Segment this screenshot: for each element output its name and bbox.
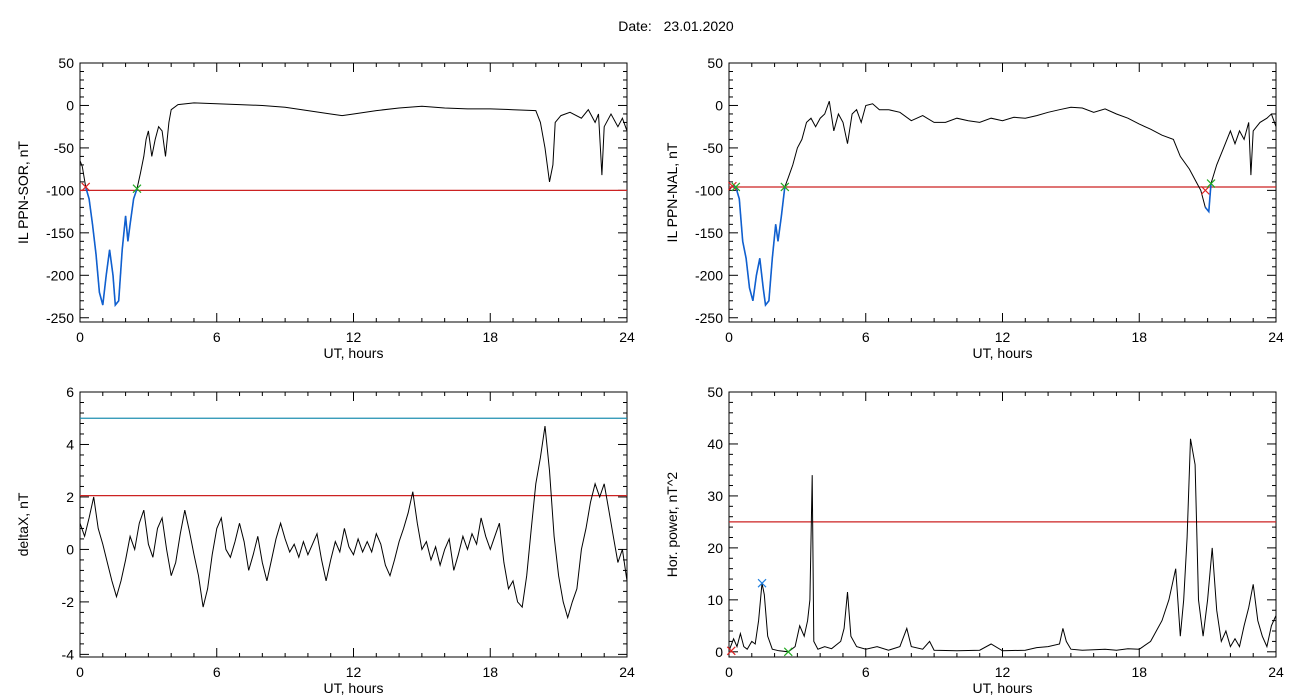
marker-green xyxy=(780,182,790,192)
y-tick-label: -50 xyxy=(54,140,74,156)
y-tick-label: 40 xyxy=(707,436,723,452)
y-tick-label: -200 xyxy=(695,267,723,283)
x-tick-label: 0 xyxy=(76,664,84,680)
page-title: Date: 23.01.2020 xyxy=(0,18,1300,34)
y-axis-label: Hor. power, nT^2 xyxy=(664,472,680,578)
y-tick-label: 0 xyxy=(66,541,74,557)
y-axis-label: deltaX, nT xyxy=(15,492,31,556)
x-axis-label: UT, hours xyxy=(973,680,1033,696)
highlighted-segment xyxy=(84,186,138,308)
date-value: 23.01.2020 xyxy=(663,18,734,34)
marker-blue xyxy=(757,578,767,588)
marker-red xyxy=(81,182,91,192)
marker-red xyxy=(727,181,737,191)
series-line xyxy=(79,102,628,307)
highlighted-segment xyxy=(732,185,786,307)
marker-green xyxy=(783,647,793,657)
x-tick-label: 6 xyxy=(862,664,870,680)
y-tick-label: 4 xyxy=(66,436,74,452)
y-tick-label: -4 xyxy=(62,646,75,662)
x-tick-label: 24 xyxy=(619,664,635,680)
plot-frame xyxy=(79,62,628,323)
x-tick-label: 0 xyxy=(725,664,733,680)
y-tick-label: -250 xyxy=(46,310,74,326)
marker-stroke xyxy=(726,646,736,656)
marker-stroke xyxy=(81,182,91,192)
marker-green xyxy=(731,182,741,192)
chart-hor-power: 0 6 12 18 24 50 40 30 20 10 0 UT, hours Hor. power, … xyxy=(664,384,1284,696)
date-label: Date: xyxy=(618,18,652,34)
marker-stroke xyxy=(1206,179,1216,189)
x-tick-label: 24 xyxy=(619,329,635,345)
y-axis-label: IL PPN-SOR, nT xyxy=(15,141,31,244)
y-tick-label: 2 xyxy=(66,489,74,505)
x-tick-label: 6 xyxy=(862,329,870,345)
y-tick-label: -2 xyxy=(62,594,75,610)
x-tick-label: 6 xyxy=(213,664,221,680)
x-axis-label: UT, hours xyxy=(973,345,1033,361)
x-tick-label: 12 xyxy=(346,664,362,680)
y-tick-label: 50 xyxy=(707,384,723,400)
y-tick-label: 0 xyxy=(715,97,723,113)
highlighted-segment xyxy=(1204,183,1212,214)
y-tick-label: 10 xyxy=(707,592,723,608)
y-axis-label: IL PPN-NAL, nT xyxy=(664,142,680,242)
marker-stroke xyxy=(727,181,737,191)
plot-frame xyxy=(728,62,1277,323)
marker-stroke xyxy=(757,578,767,588)
plot-frame xyxy=(79,391,628,658)
x-tick-label: 18 xyxy=(482,329,498,345)
y-tick-label: -150 xyxy=(695,225,723,241)
series-line xyxy=(728,101,1277,307)
marker-green xyxy=(132,184,142,194)
chart-ppn-sor: 0 6 12 18 24 50 0 -50 -100 -150 -200 -250 UT, hours I… xyxy=(15,55,635,361)
x-tick-label: 24 xyxy=(1268,329,1284,345)
x-tick-label: 18 xyxy=(1131,664,1147,680)
marker-stroke xyxy=(1200,185,1210,195)
y-tick-label: 50 xyxy=(58,55,74,71)
y-tick-label: -100 xyxy=(46,182,74,198)
y-tick-label: 6 xyxy=(66,384,74,400)
marker-red xyxy=(1200,185,1210,195)
x-tick-label: 0 xyxy=(725,329,733,345)
y-tick-label: 0 xyxy=(715,644,723,660)
series-line xyxy=(79,426,628,620)
x-tick-label: 12 xyxy=(995,664,1011,680)
marker-red xyxy=(726,646,736,656)
y-tick-label: -150 xyxy=(46,225,74,241)
x-tick-label: 24 xyxy=(1268,664,1284,680)
y-tick-label: -250 xyxy=(695,310,723,326)
marker-green xyxy=(1206,179,1216,189)
chart-ppn-nal: 0 6 12 18 24 50 0 -50 -100 -150 -200 -250 UT, hours I… xyxy=(664,55,1284,361)
x-tick-label: 0 xyxy=(76,329,84,345)
marker-stroke xyxy=(731,182,741,192)
chart-deltax: 0 6 12 18 24 6 4 2 0 -2 -4 UT, hours deltaX, nT xyxy=(15,384,635,696)
x-axis-label: UT, hours xyxy=(324,680,384,696)
x-tick-label: 12 xyxy=(346,329,362,345)
x-tick-label: 18 xyxy=(482,664,498,680)
series-line xyxy=(728,438,1277,653)
y-tick-label: 20 xyxy=(707,540,723,556)
x-tick-label: 6 xyxy=(213,329,221,345)
y-tick-label: -100 xyxy=(695,182,723,198)
marker-stroke xyxy=(780,182,790,192)
y-tick-label: 50 xyxy=(707,55,723,71)
marker-stroke xyxy=(132,184,142,194)
x-axis-label: UT, hours xyxy=(324,345,384,361)
y-tick-label: 30 xyxy=(707,488,723,504)
x-tick-label: 12 xyxy=(995,329,1011,345)
y-tick-label: -200 xyxy=(46,267,74,283)
marker-stroke xyxy=(783,647,793,657)
y-tick-label: -50 xyxy=(703,140,723,156)
y-tick-label: 0 xyxy=(66,97,74,113)
x-tick-label: 18 xyxy=(1131,329,1147,345)
